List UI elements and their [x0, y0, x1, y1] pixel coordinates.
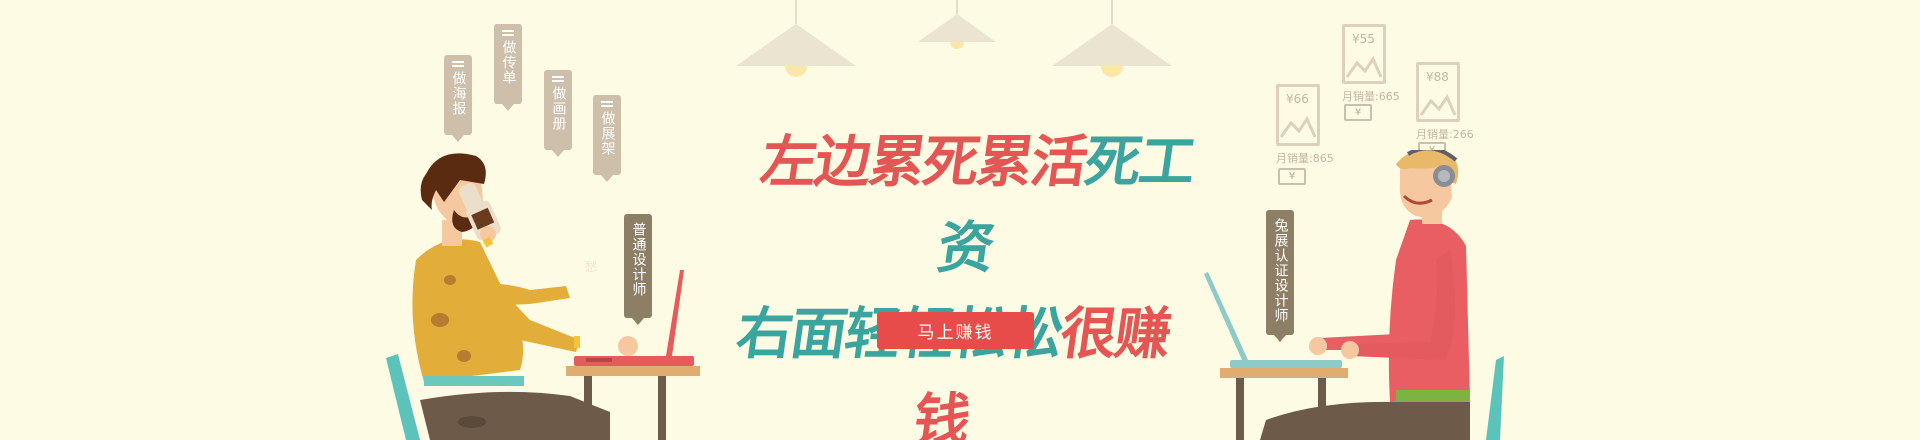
- cash-icon: ¥: [1278, 168, 1306, 185]
- bottle-label: 愁: [584, 260, 597, 274]
- image-icon: [1276, 84, 1320, 146]
- earn-money-button[interactable]: 马上赚钱: [877, 312, 1034, 349]
- image-icon: [1342, 24, 1386, 84]
- happy-designer-illustration: [1204, 150, 1504, 440]
- tag-display-stand: 做展架: [593, 95, 621, 182]
- tired-designer-illustration: [386, 153, 700, 440]
- tag-brochure: 做画册: [544, 70, 572, 157]
- product-card: ¥88 月销量:266 ¥: [1416, 62, 1496, 162]
- product-card: ¥66 月销量:865 ¥: [1276, 84, 1356, 185]
- product-card: ¥55 月销量:665 ¥: [1342, 24, 1422, 124]
- role-tag-certified-designer: 兔展认证设计师: [1266, 210, 1294, 342]
- tag-flyer: 做传单: [494, 24, 522, 111]
- tag-poster: 做海报: [444, 55, 472, 142]
- cash-icon: ¥: [1344, 104, 1372, 121]
- image-icon: [1416, 62, 1460, 122]
- role-tag-regular-designer: 普通设计师: [624, 214, 652, 325]
